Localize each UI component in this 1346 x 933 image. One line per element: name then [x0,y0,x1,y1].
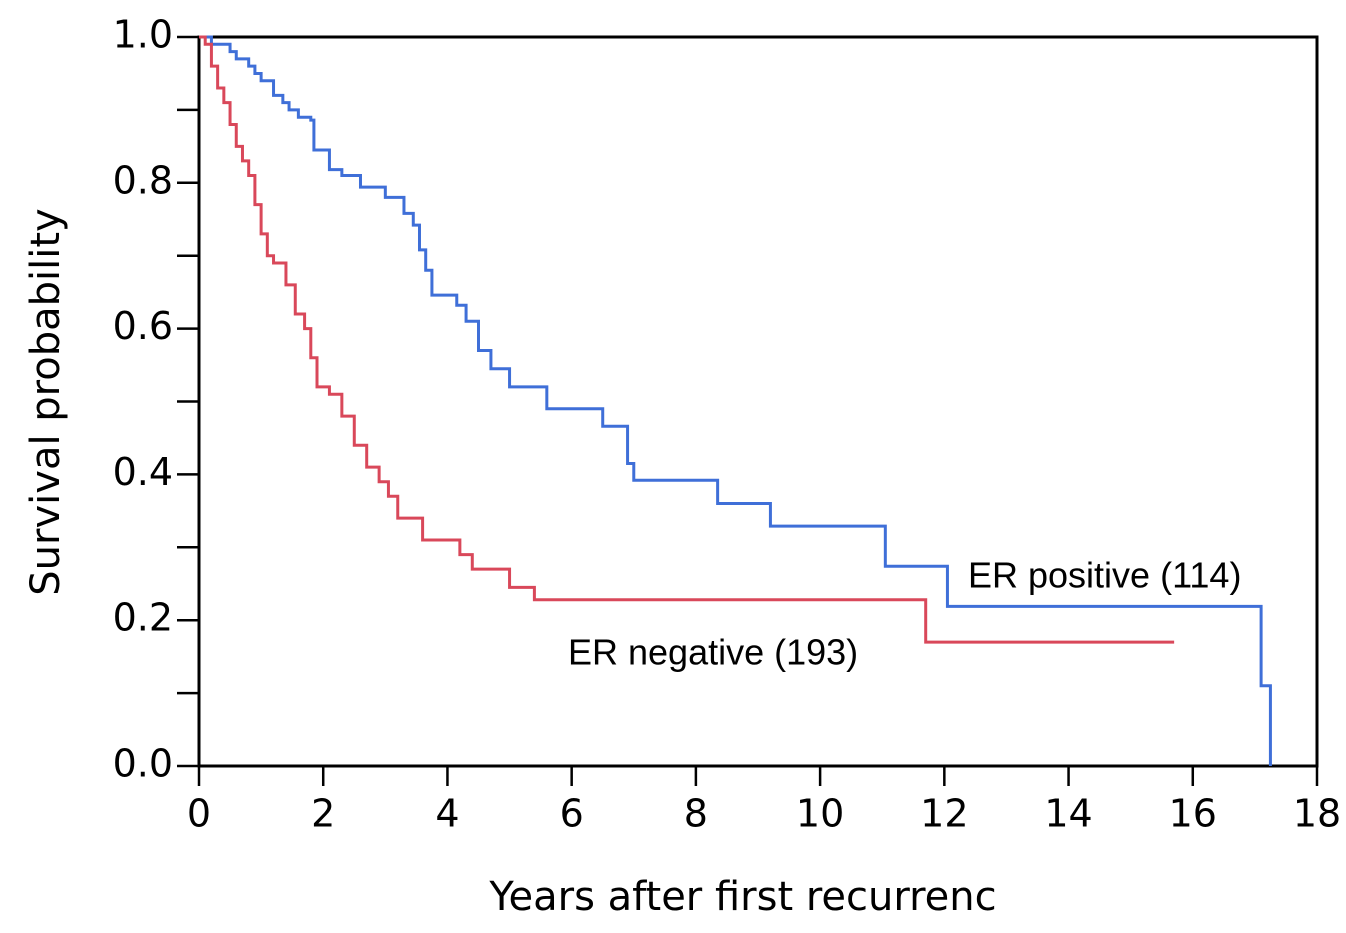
series-label: ER positive (114) [968,555,1241,596]
x-tick-label: 12 [920,792,968,836]
x-axis-title: Years after first recurrenc [488,874,996,920]
y-tick-label: 0.2 [113,596,173,640]
x-tick-label: 10 [796,792,844,836]
x-tick-label: 4 [435,792,459,836]
y-tick-label: 0.0 [113,742,173,786]
y-tick-label: 0.4 [113,450,173,494]
y-axis-title: Survival probability [23,208,69,595]
x-tick-label: 6 [560,792,584,836]
x-tick-label: 2 [311,792,335,836]
x-tick-label: 0 [187,792,211,836]
x-tick-label: 8 [684,792,708,836]
series-label: ER negative (193) [568,632,858,673]
survival-curve [199,35,1272,766]
survival-curve [199,35,1175,644]
y-tick-label: 1.0 [113,13,173,57]
x-tick-label: 18 [1293,792,1341,836]
y-tick-label: 0.8 [113,158,173,202]
x-tick-label: 14 [1044,792,1092,836]
x-tick-label: 16 [1169,792,1217,836]
y-tick-label: 0.6 [113,304,173,348]
